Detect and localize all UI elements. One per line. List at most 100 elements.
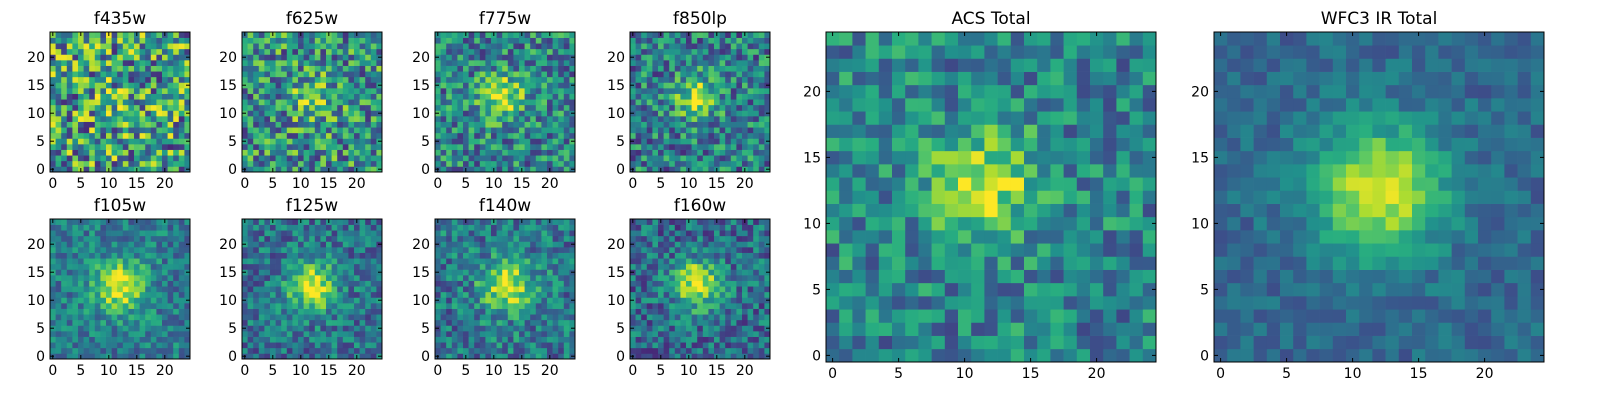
heatmap-pixel — [474, 99, 481, 106]
heatmap-pixel — [697, 336, 704, 343]
heatmap-pixel — [376, 160, 383, 167]
heatmap-pixel — [78, 43, 84, 50]
heatmap-pixel — [702, 149, 709, 156]
heatmap-pixel — [258, 230, 265, 237]
heatmap-pixel — [173, 138, 180, 145]
heatmap-pixel — [156, 99, 163, 106]
heatmap-pixel — [451, 65, 458, 72]
heatmap-pixel — [370, 286, 377, 293]
heatmap-pixel — [78, 155, 84, 162]
heatmap-pixel — [376, 291, 383, 298]
heatmap-pixel — [702, 269, 709, 276]
heatmap-pixel — [167, 132, 174, 139]
heatmap-pixel — [742, 88, 748, 94]
heatmap-pixel — [630, 347, 636, 354]
heatmap-pixel — [337, 88, 344, 94]
heatmap-pixel — [292, 303, 299, 309]
heatmap-pixel — [61, 37, 68, 44]
heatmap-pixel — [742, 314, 748, 321]
heatmap-pixel — [50, 319, 56, 326]
heatmap-pixel — [507, 314, 514, 321]
heatmap-pixel — [247, 160, 254, 167]
heatmap-pixel — [719, 82, 726, 89]
heatmap-pixel — [275, 280, 282, 287]
heatmap-pixel — [61, 219, 68, 225]
heatmap-pixel — [292, 132, 299, 139]
heatmap-pixel — [275, 132, 282, 139]
heatmap-pixel — [320, 280, 327, 287]
heatmap-pixel — [242, 127, 248, 134]
heatmap-pixel — [474, 263, 481, 270]
heatmap-pixel — [719, 319, 726, 326]
heatmap-pixel — [708, 303, 715, 309]
heatmap-pixel — [247, 88, 254, 94]
heatmap-pixel — [530, 54, 537, 61]
heatmap-pixel — [440, 347, 447, 354]
heatmap-pixel — [680, 160, 687, 167]
heatmap-pixel — [106, 291, 112, 298]
heatmap-pixel — [491, 37, 497, 44]
heatmap-pixel — [337, 110, 344, 117]
heatmap-pixel — [264, 235, 271, 242]
heatmap-pixel — [491, 132, 497, 139]
heatmap-pixel — [145, 48, 152, 55]
heatmap-pixel — [270, 275, 276, 281]
heatmap-pixel — [569, 76, 576, 83]
heatmap-pixel — [753, 37, 760, 44]
heatmap-pixel — [376, 93, 383, 100]
heatmap-pixel — [635, 144, 642, 150]
heatmap-pixel — [519, 286, 525, 293]
heatmap-pixel — [446, 149, 453, 156]
heatmap-pixel — [178, 319, 185, 326]
heatmap-pixel — [702, 303, 709, 309]
heatmap-pixel — [451, 286, 458, 293]
heatmap-pixel — [702, 314, 709, 321]
heatmap-pixel — [326, 280, 332, 287]
heatmap-pixel — [569, 347, 576, 354]
heatmap-pixel — [485, 138, 492, 145]
heatmap-pixel — [286, 297, 293, 304]
x-tick-label: 10 — [100, 363, 118, 379]
y-tick-label: 20 — [219, 50, 237, 66]
heatmap-pixel — [354, 235, 360, 242]
heatmap-pixel — [117, 353, 124, 360]
heatmap-pixel — [106, 43, 112, 50]
heatmap-pixel — [303, 297, 310, 304]
heatmap-pixel — [370, 291, 377, 298]
heatmap-pixel — [89, 230, 96, 237]
heatmap-pixel — [507, 275, 514, 281]
heatmap-pixel — [440, 104, 447, 111]
heatmap-pixel — [320, 93, 327, 100]
heatmap-pixel — [552, 43, 559, 50]
heatmap-pixel — [451, 353, 458, 360]
heatmap-pixel — [513, 76, 520, 83]
heatmap-pixel — [139, 60, 146, 66]
heatmap-pixel — [320, 263, 327, 270]
heatmap-pixel — [491, 110, 497, 117]
heatmap-pixel — [150, 37, 157, 44]
heatmap-pixel — [303, 241, 310, 248]
heatmap-pixel — [446, 342, 453, 349]
heatmap-pixel — [558, 275, 565, 281]
heatmap-pixel — [658, 269, 664, 276]
heatmap-pixel — [474, 127, 481, 134]
heatmap-pixel — [730, 308, 737, 315]
x-tick-label: 0 — [48, 363, 57, 379]
heatmap-pixel — [94, 138, 101, 145]
heatmap-pixel — [370, 54, 377, 61]
heatmap-pixel — [66, 138, 73, 145]
heatmap-pixel — [122, 308, 129, 315]
heatmap-pixel — [457, 32, 464, 38]
heatmap-pixel — [78, 37, 84, 44]
heatmap-pixel — [758, 342, 765, 349]
heatmap-pixel — [558, 155, 565, 162]
heatmap-pixel — [320, 43, 327, 50]
heatmap-pixel — [320, 336, 327, 343]
heatmap-pixel — [463, 286, 469, 293]
heatmap-pixel — [674, 347, 681, 354]
x-tick-label: 10 — [292, 363, 310, 379]
heatmap-pixel — [485, 88, 492, 94]
heatmap-pixel — [270, 155, 276, 162]
heatmap-pixel — [162, 280, 168, 287]
heatmap-pixel — [652, 48, 659, 55]
